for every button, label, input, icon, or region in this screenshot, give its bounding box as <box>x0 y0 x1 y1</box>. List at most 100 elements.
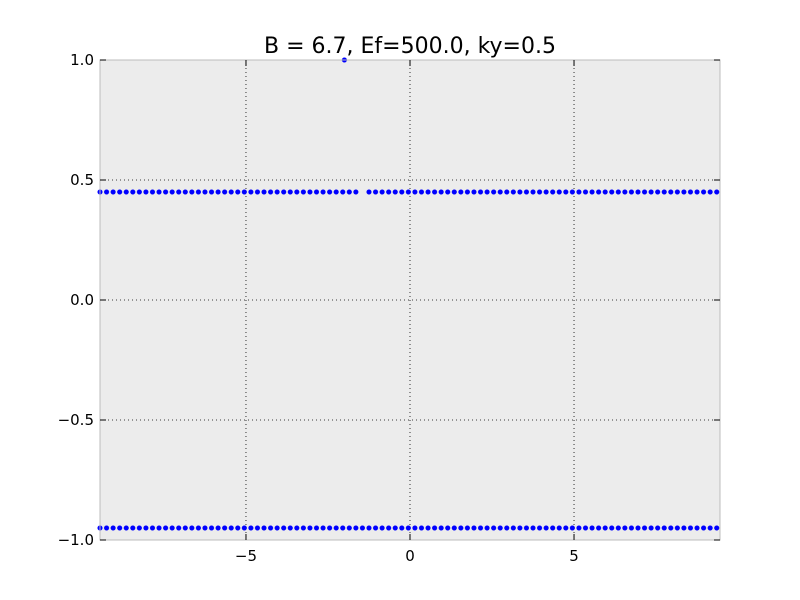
data-point <box>504 525 510 531</box>
data-point <box>556 525 562 531</box>
data-point <box>510 189 516 195</box>
data-point <box>143 525 149 531</box>
data-point <box>379 525 385 531</box>
data-point <box>156 189 162 195</box>
data-point <box>537 189 543 195</box>
data-point <box>392 189 398 195</box>
data-point <box>195 189 201 195</box>
data-point <box>418 525 425 531</box>
data-point <box>668 189 674 195</box>
data-point <box>117 525 123 531</box>
data-point <box>458 525 464 531</box>
data-point <box>346 189 352 195</box>
data-point <box>569 525 575 531</box>
data-point <box>110 525 116 531</box>
data-point <box>235 525 241 531</box>
data-point <box>373 189 379 195</box>
data-point <box>622 189 628 195</box>
data-point <box>215 525 221 531</box>
data-point <box>281 525 287 531</box>
data-point <box>274 189 280 195</box>
data-point <box>615 189 621 195</box>
data-point <box>359 525 365 531</box>
data-point <box>576 525 582 531</box>
data-point <box>208 189 215 195</box>
data-point <box>215 189 221 195</box>
data-point <box>307 189 313 195</box>
axis-ticks <box>100 59 720 541</box>
data-point <box>104 525 110 531</box>
data-point <box>333 189 339 195</box>
data-point <box>582 525 589 531</box>
data-point <box>189 189 195 195</box>
x-tick-label: 0 <box>405 547 415 565</box>
data-point <box>451 189 457 195</box>
y-tick-label: 1.0 <box>70 51 94 69</box>
x-tick-label: 5 <box>569 547 579 565</box>
data-point <box>497 189 503 195</box>
data-point <box>176 525 182 531</box>
data-point <box>412 525 418 531</box>
data-point <box>300 189 306 195</box>
data-point <box>537 525 543 531</box>
data-point <box>241 189 247 195</box>
data-point <box>582 189 589 195</box>
data-point <box>163 525 169 531</box>
data-point <box>425 525 431 531</box>
data-point <box>241 525 247 531</box>
data-point <box>589 525 595 531</box>
data-point <box>648 525 654 531</box>
data-point <box>169 525 175 531</box>
x-tick-label: −5 <box>235 547 257 565</box>
data-point <box>412 189 418 195</box>
data-point <box>117 189 123 195</box>
data-point <box>556 189 562 195</box>
data-point <box>668 525 674 531</box>
data-point <box>222 189 228 195</box>
data-point <box>655 189 661 195</box>
data-point <box>438 525 444 531</box>
data-point <box>104 189 110 195</box>
data-point <box>714 189 720 195</box>
data-point <box>320 189 326 195</box>
data-point <box>497 525 503 531</box>
data-point <box>596 525 602 531</box>
data-point <box>392 525 398 531</box>
data-point <box>294 525 300 531</box>
data-point <box>530 189 536 195</box>
data-point <box>386 525 392 531</box>
data-point <box>714 525 720 531</box>
data-point <box>300 525 306 531</box>
data-point <box>418 189 425 195</box>
data-point <box>661 189 667 195</box>
data-point <box>563 525 569 531</box>
data-point <box>602 525 608 531</box>
data-point <box>681 189 687 195</box>
data-point <box>405 525 411 531</box>
data-point <box>281 189 287 195</box>
data-point <box>123 189 129 195</box>
data-point <box>274 525 280 531</box>
data-point <box>254 525 261 531</box>
data-point <box>517 525 523 531</box>
data-point <box>530 525 536 531</box>
data-point <box>340 189 346 195</box>
data-point <box>635 525 641 531</box>
data-point <box>136 525 142 531</box>
data-point <box>523 189 530 195</box>
data-point <box>169 189 175 195</box>
data-point <box>268 189 274 195</box>
data-point <box>149 525 156 531</box>
data-point <box>248 189 254 195</box>
data-point <box>327 189 333 195</box>
data-point <box>484 525 490 531</box>
data-point <box>517 189 523 195</box>
data-point <box>642 525 648 531</box>
data-point <box>655 525 661 531</box>
y-tick-label: −0.5 <box>58 411 94 429</box>
data-point <box>471 525 477 531</box>
data-point <box>189 525 195 531</box>
data-point <box>327 525 333 531</box>
data-point <box>235 189 241 195</box>
